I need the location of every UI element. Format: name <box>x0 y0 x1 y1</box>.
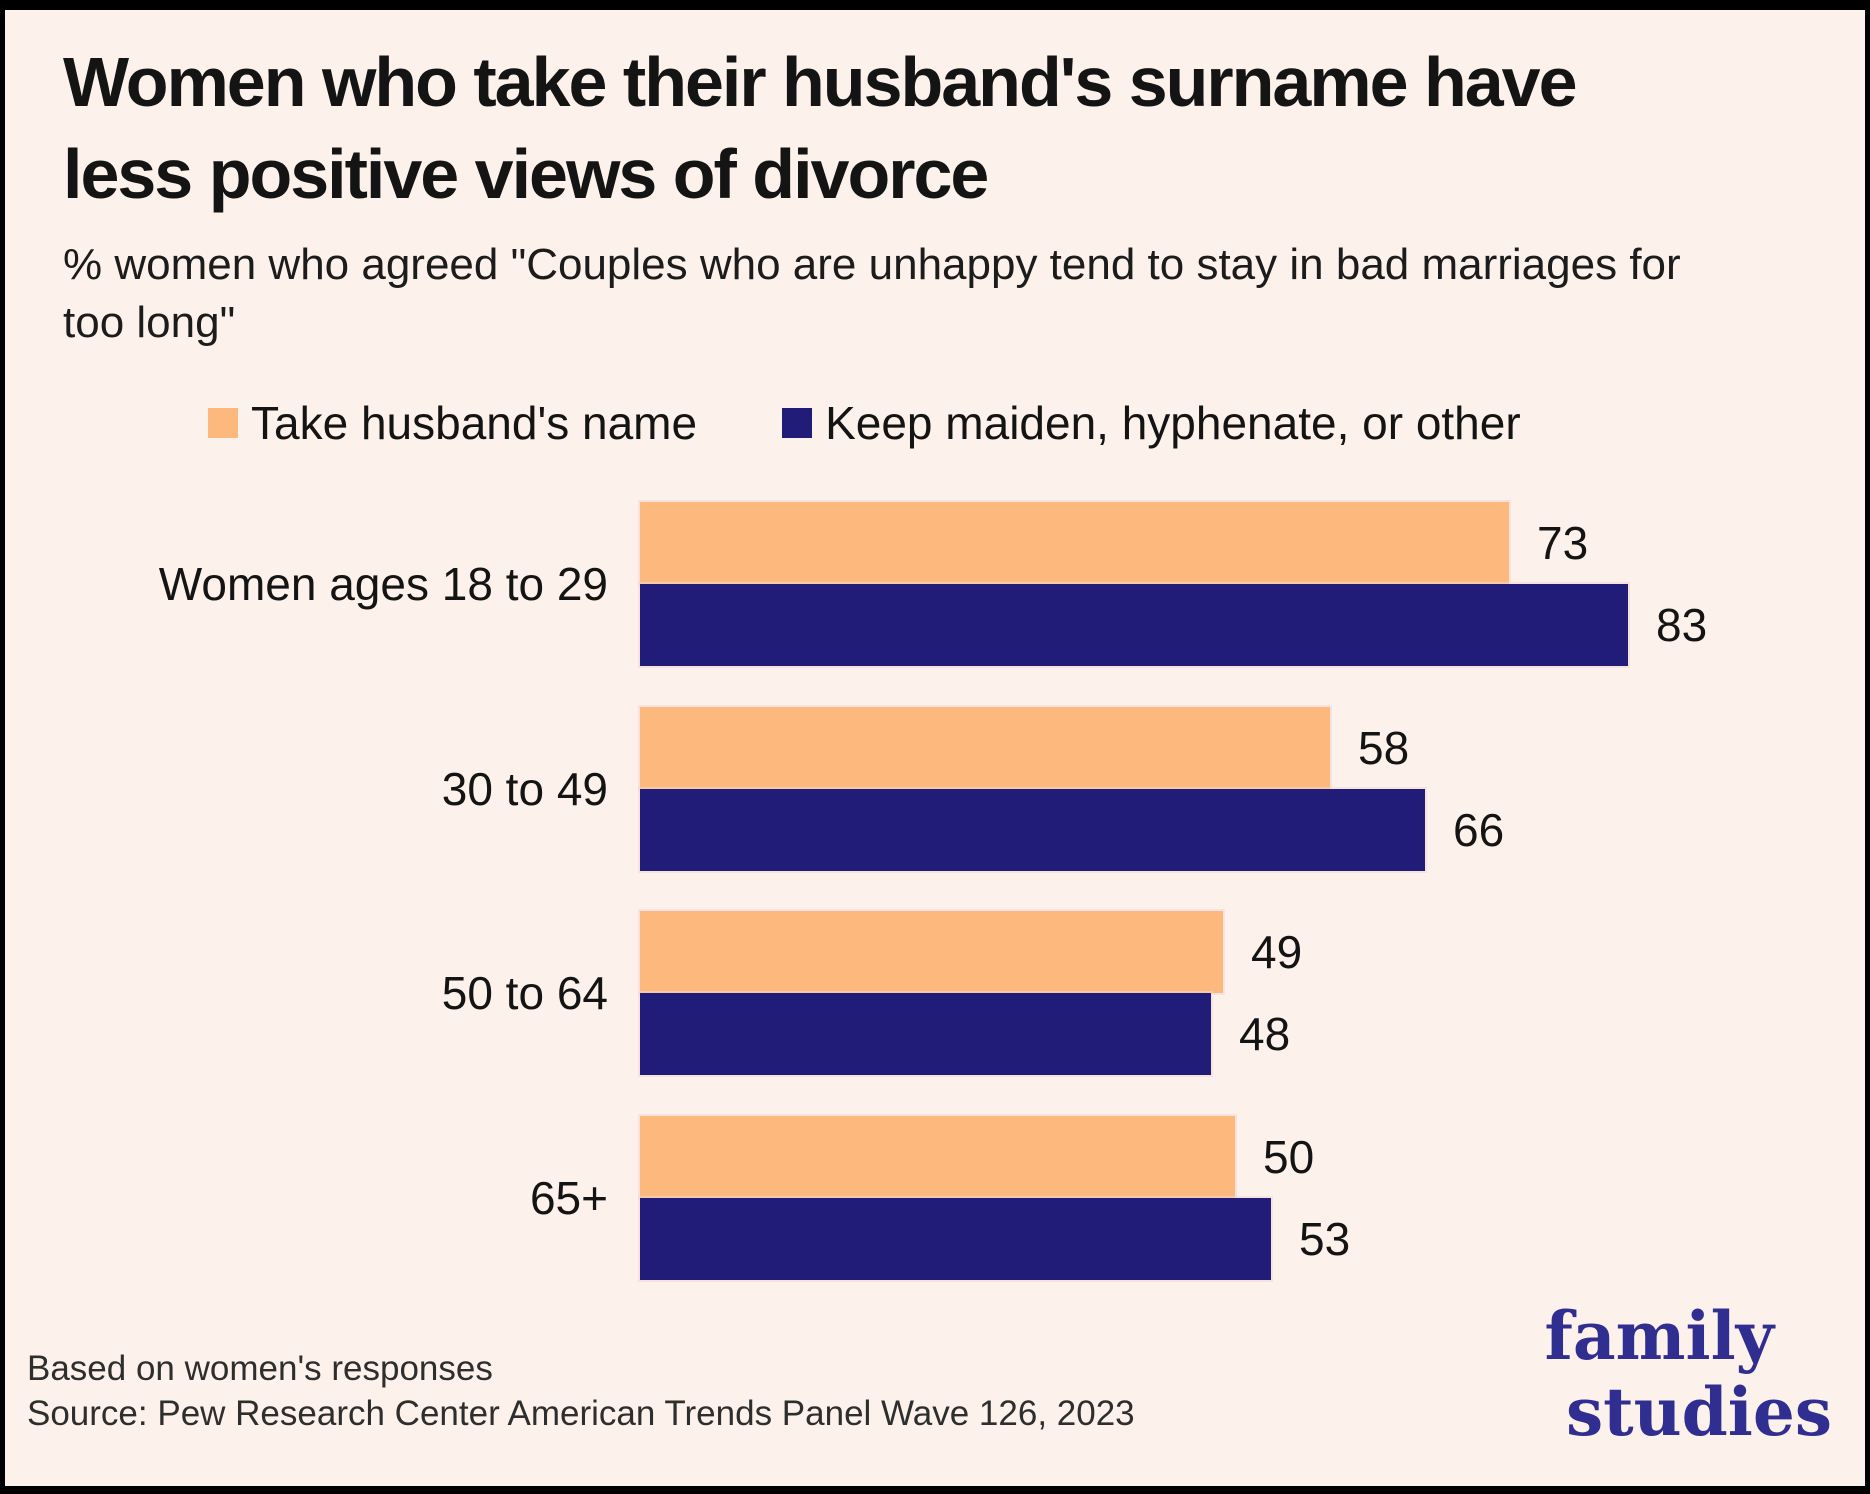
family-studies-logo: family studies <box>1545 1298 1833 1450</box>
bar-take-name <box>640 911 1223 993</box>
bar-group: 50 to 64 49 48 <box>5 911 1865 1075</box>
chart-title-line1: Women who take their husband's surname h… <box>63 43 1578 121</box>
legend-label-keep-name: Keep maiden, hyphenate, or other <box>825 397 1521 449</box>
bar-value-label: 53 <box>1299 1213 1351 1265</box>
chart: Women ages 18 to 29 73 83 30 to 49 58 66 50 to… <box>5 10 1865 1486</box>
legend-item-take-name: Take husband's name <box>208 396 697 450</box>
chart-title-line2: less positive views of divorce <box>63 135 989 213</box>
bar-keep-name <box>640 1198 1271 1280</box>
bar-group: 30 to 49 58 66 <box>5 707 1865 871</box>
bar-keep-name <box>640 789 1425 871</box>
bar-take-name <box>640 1116 1235 1198</box>
bar-value-label: 73 <box>1537 517 1589 569</box>
bar-group: Women ages 18 to 29 73 83 <box>5 502 1865 666</box>
footer: Based on women's responses Source: Pew R… <box>27 1346 1135 1436</box>
bar-value-label: 50 <box>1263 1131 1315 1183</box>
bar-value-label: 48 <box>1239 1008 1291 1060</box>
category-label: 65+ <box>529 1172 608 1224</box>
footer-source: Source: Pew Research Center American Tre… <box>27 1394 1135 1433</box>
footer-note: Based on women's responses <box>27 1349 493 1388</box>
category-label: 30 to 49 <box>441 763 608 815</box>
legend-swatch-take-name <box>208 408 238 438</box>
chart-subtitle: % women who agreed "Couples who are unha… <box>63 236 1823 352</box>
category-label: 50 to 64 <box>441 967 608 1019</box>
category-label: Women ages 18 to 29 <box>158 558 608 610</box>
bar-take-name <box>640 707 1330 789</box>
infographic: Women who take their husband's surname h… <box>5 10 1865 1486</box>
bar-take-name <box>640 502 1509 584</box>
logo-line2: studies <box>1566 1373 1832 1451</box>
bar-value-label: 49 <box>1251 926 1303 978</box>
bar-value-label: 58 <box>1358 722 1410 774</box>
bar-keep-name <box>640 993 1211 1075</box>
bar-value-label: 66 <box>1453 804 1505 856</box>
legend-item-keep-name: Keep maiden, hyphenate, or other <box>782 396 1521 450</box>
bar-value-label: 83 <box>1656 599 1708 651</box>
bar-keep-name <box>640 584 1628 666</box>
chart-subtitle-line1: % women who agreed "Couples who are unha… <box>63 240 1681 289</box>
chart-subtitle-line2: too long" <box>63 298 236 347</box>
legend: Take husband's name Keep maiden, hyphena… <box>208 393 1521 453</box>
logo-line1: family <box>1544 1297 1775 1375</box>
chart-title: Women who take their husband's surname h… <box>63 36 1763 220</box>
bar-group: 65+ 50 53 <box>5 1116 1865 1280</box>
legend-label-take-name: Take husband's name <box>251 397 698 449</box>
legend-swatch-keep-name <box>782 408 813 438</box>
